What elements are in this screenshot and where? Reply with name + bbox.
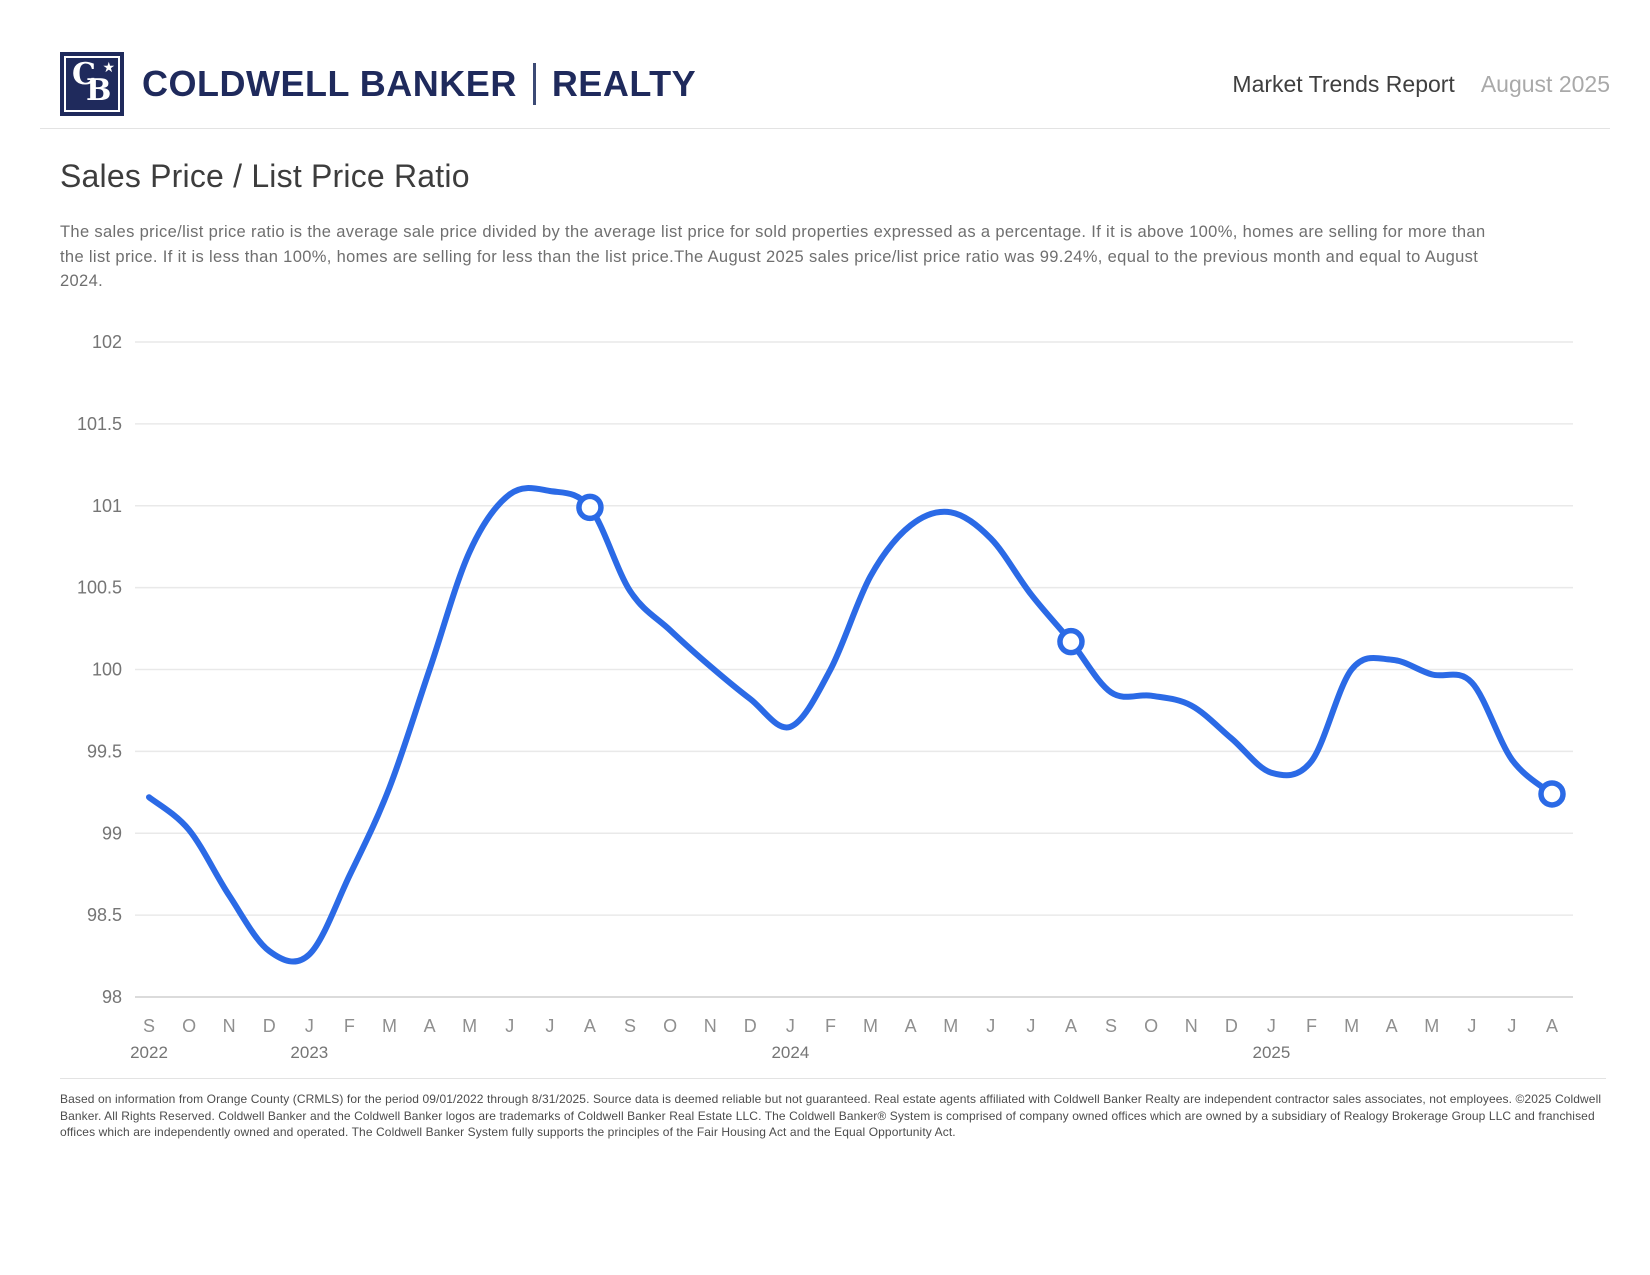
x-month-label: D <box>1225 1016 1238 1036</box>
x-month-label: A <box>584 1016 596 1036</box>
header-divider-rule <box>40 128 1610 129</box>
x-month-label: A <box>1386 1016 1398 1036</box>
highlight-marker <box>1538 780 1566 808</box>
x-month-label: D <box>744 1016 757 1036</box>
x-month-label: A <box>1546 1016 1558 1036</box>
x-year-label: 2022 <box>130 1043 168 1062</box>
x-month-label: M <box>462 1016 477 1036</box>
x-month-label: M <box>943 1016 958 1036</box>
trend-line <box>146 485 1555 965</box>
x-month-label: S <box>1105 1016 1117 1036</box>
y-tick-label: 101 <box>92 496 122 516</box>
x-month-label: J <box>1507 1016 1516 1036</box>
page-title: Sales Price / List Price Ratio <box>60 158 470 194</box>
y-tick-label: 102 <box>92 332 122 352</box>
x-month-label: N <box>1185 1016 1198 1036</box>
y-tick-label: 99 <box>102 823 122 843</box>
x-month-label: J <box>1026 1016 1035 1036</box>
logo-monogram-b: B <box>86 73 112 108</box>
x-month-label: O <box>663 1016 677 1036</box>
x-year-label: 2023 <box>290 1043 328 1062</box>
footer-divider-rule <box>60 1078 1606 1079</box>
x-month-label: A <box>1065 1016 1077 1036</box>
y-tick-label: 101.5 <box>77 414 122 434</box>
page-description: The sales price/list price ratio is the … <box>60 223 1486 290</box>
x-month-label: J <box>786 1016 795 1036</box>
x-month-label: M <box>863 1016 878 1036</box>
x-year-label: 2024 <box>771 1043 809 1062</box>
highlight-marker <box>576 493 604 522</box>
x-month-label: J <box>305 1016 314 1036</box>
x-month-label: M <box>1344 1016 1359 1036</box>
x-month-label: M <box>382 1016 397 1036</box>
footer-disclaimer: Based on information from Orange County … <box>60 1092 1602 1139</box>
x-month-label: J <box>545 1016 554 1036</box>
x-month-label: J <box>1267 1016 1276 1036</box>
x-month-label: F <box>1306 1016 1317 1036</box>
x-month-label: O <box>182 1016 196 1036</box>
x-month-label: F <box>825 1016 836 1036</box>
x-month-label: J <box>1467 1016 1476 1036</box>
x-month-label: J <box>505 1016 514 1036</box>
coldwell-banker-logo: C B ★ <box>60 52 124 116</box>
x-month-label: S <box>143 1016 155 1036</box>
chart-container: 102 101.5 101 100.5 100 99.5 99 98.5 98 S O N D J F M A M… <box>0 300 1650 1080</box>
x-month-label: M <box>1424 1016 1439 1036</box>
x-month-label: J <box>986 1016 995 1036</box>
report-title: Market Trends Report <box>1232 70 1455 97</box>
brand-division: REALTY <box>551 63 697 104</box>
star-icon: ★ <box>102 59 115 75</box>
y-tick-label: 100 <box>92 660 122 680</box>
x-month-label: O <box>1144 1016 1158 1036</box>
x-month-label: F <box>344 1016 355 1036</box>
x-month-label: S <box>624 1016 636 1036</box>
brand-name: COLDWELL BANKER <box>142 63 517 104</box>
x-month-label: N <box>704 1016 717 1036</box>
x-month-label: D <box>263 1016 276 1036</box>
x-month-label: A <box>905 1016 917 1036</box>
x-month-label: A <box>424 1016 436 1036</box>
y-tick-label: 100.5 <box>77 578 122 598</box>
ratio-line-chart: 102 101.5 101 100.5 100 99.5 99 98.5 98 S O N D J F M A M… <box>77 332 1573 1062</box>
logo-frame: C B ★ <box>64 56 120 112</box>
x-year-label: 2025 <box>1252 1043 1290 1062</box>
y-tick-label: 99.5 <box>87 741 122 761</box>
y-tick-label: 98.5 <box>87 905 122 925</box>
highlight-marker <box>1057 627 1085 656</box>
x-month-label: N <box>223 1016 236 1036</box>
logo-monogram-c: C <box>72 57 96 92</box>
brand-lockup: COLDWELL BANKER REALTY <box>142 52 696 116</box>
y-tick-label: 98 <box>102 987 122 1007</box>
report-period: August 2025 <box>1480 70 1610 97</box>
header-right: Market Trends Report August 2025 <box>1232 52 1610 116</box>
brand-divider <box>532 63 536 105</box>
